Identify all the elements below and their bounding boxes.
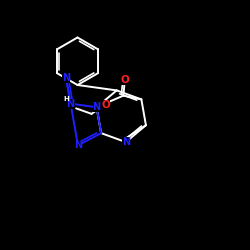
Text: O: O (120, 75, 129, 85)
Text: N: N (74, 140, 82, 150)
Text: N: N (122, 137, 130, 147)
Text: H: H (64, 96, 69, 102)
Text: O: O (102, 100, 110, 110)
Text: N: N (66, 98, 75, 108)
Text: N: N (62, 73, 70, 83)
Text: N: N (92, 102, 101, 112)
